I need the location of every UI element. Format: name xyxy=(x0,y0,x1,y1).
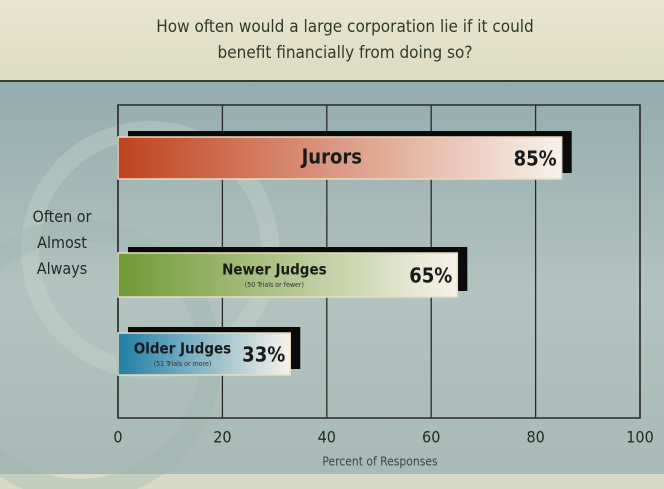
bar-label: Newer Judges xyxy=(222,261,327,279)
x-tick-label: 40 xyxy=(318,428,336,447)
x-axis-label: Percent of Responses xyxy=(322,455,438,469)
x-tick-label: 100 xyxy=(626,428,653,447)
value-label: 85% xyxy=(514,147,557,171)
bar-note: (51 Trials or more) xyxy=(154,360,212,368)
x-tick-label: 20 xyxy=(213,428,231,447)
bar-label: Older Judges xyxy=(134,340,231,358)
x-tick-label: 60 xyxy=(422,428,440,447)
value-label: 65% xyxy=(409,264,452,288)
bar-label: Jurors xyxy=(301,145,362,169)
x-tick-label: 80 xyxy=(526,428,544,447)
y-axis-label: Often or Almost Always xyxy=(32,207,92,278)
bottom-strip xyxy=(0,474,664,489)
bar xyxy=(117,136,563,180)
bar xyxy=(117,332,292,376)
title-bar xyxy=(0,0,664,82)
bar xyxy=(117,252,459,298)
x-tick-label: 0 xyxy=(113,428,122,447)
value-label: 33% xyxy=(242,343,285,367)
bar-note: (50 Trials or fewer) xyxy=(245,281,304,289)
chart-title: How often would a large corporation lie … xyxy=(156,17,534,63)
